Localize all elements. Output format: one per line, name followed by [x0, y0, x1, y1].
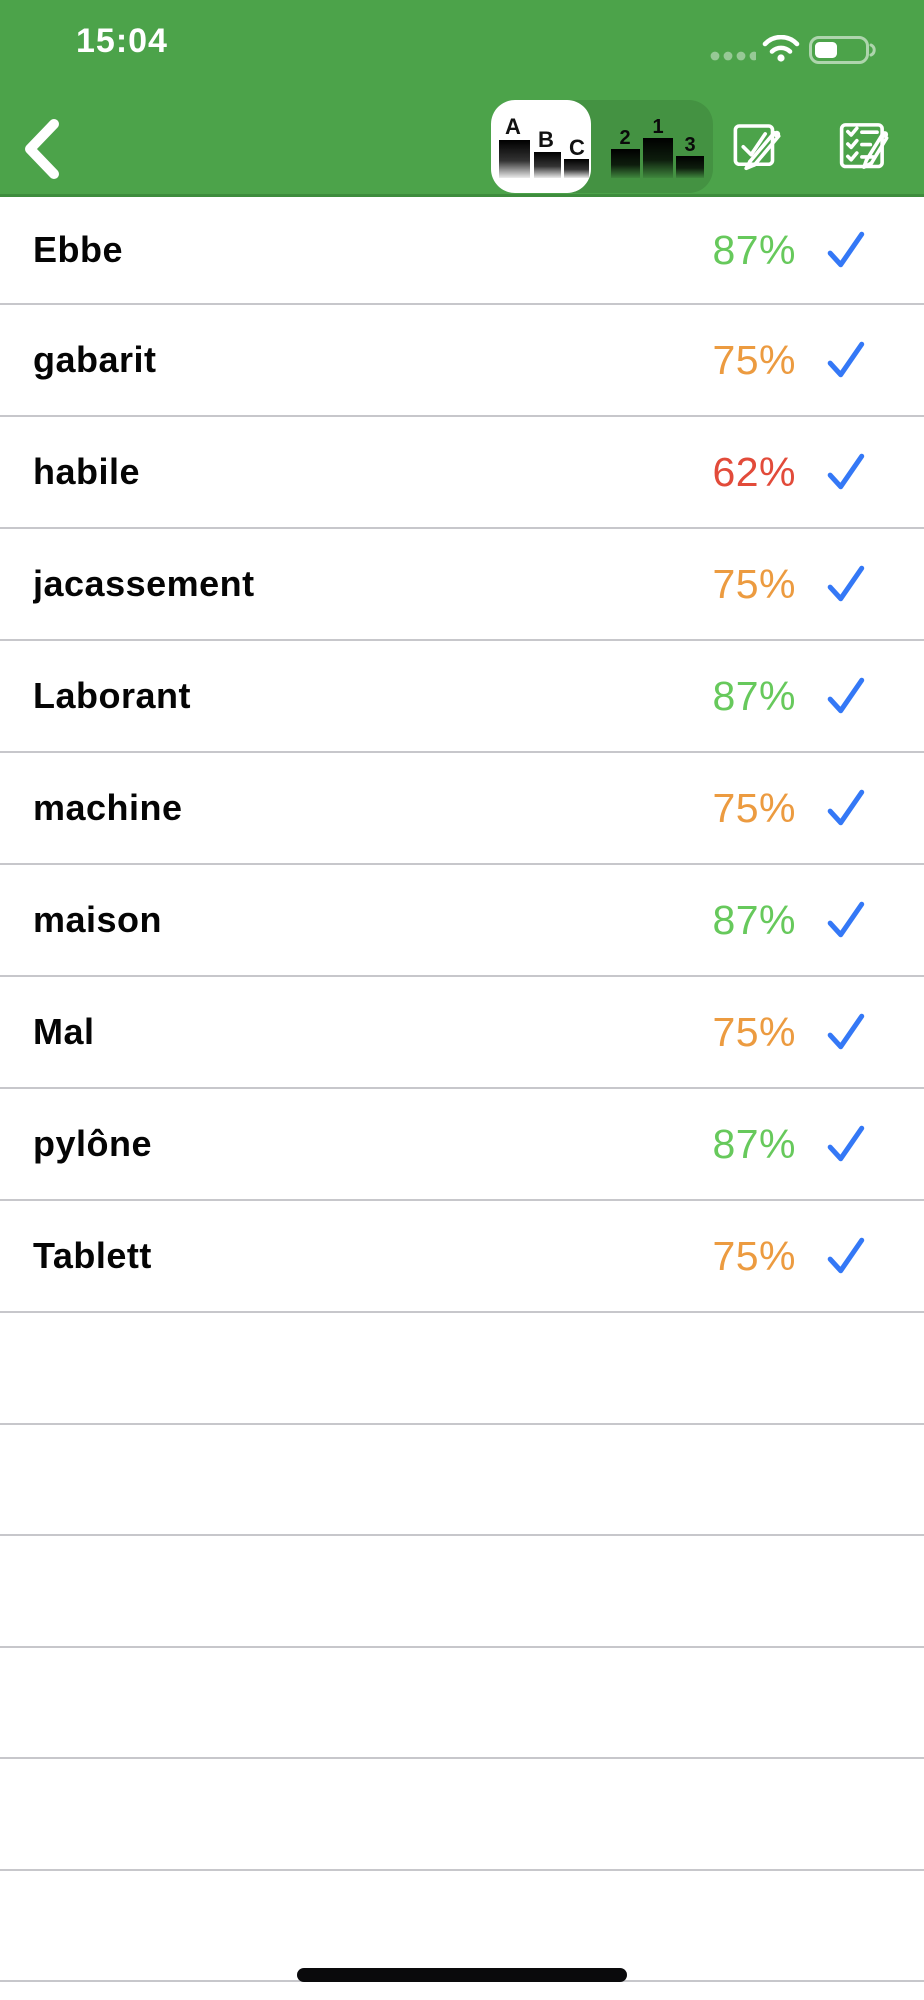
score-label: 87%: [712, 896, 796, 943]
wifi-icon: [762, 35, 800, 62]
score-label: 87%: [712, 672, 796, 719]
segment-sort-ranking[interactable]: [602, 100, 713, 193]
word-row[interactable]: Laborant 87%: [0, 641, 924, 753]
score-label: 75%: [712, 784, 796, 831]
word-row[interactable]: habile 62%: [0, 417, 924, 529]
square-check-pencil-icon: [733, 124, 781, 171]
score-label: 75%: [712, 560, 796, 607]
empty-row: [0, 1870, 924, 1982]
back-button[interactable]: [14, 110, 74, 182]
word-row[interactable]: maison 87%: [0, 865, 924, 977]
check-icon[interactable]: [826, 899, 868, 941]
word-row[interactable]: jacassement 75%: [0, 529, 924, 641]
empty-row: [0, 1536, 924, 1648]
check-icon[interactable]: [826, 451, 868, 493]
battery-icon: [809, 36, 876, 64]
score-label: 75%: [712, 1232, 796, 1279]
check-icon[interactable]: [826, 339, 868, 381]
word-row[interactable]: pylône 87%: [0, 1089, 924, 1201]
word-row[interactable]: Tablett 75%: [0, 1201, 924, 1313]
word-row[interactable]: gabarit 75%: [0, 305, 924, 417]
home-indicator[interactable]: [297, 1968, 627, 1982]
empty-row: [0, 1424, 924, 1536]
checklist-pencil-icon: [839, 123, 889, 169]
word-label: jacassement: [33, 563, 255, 604]
word-label: maison: [33, 899, 163, 940]
word-list: Ebbe 87% gabarit 75% habile 62% jacassem…: [0, 197, 924, 1982]
check-icon[interactable]: [826, 787, 868, 829]
word-label: pylône: [33, 1123, 153, 1164]
score-label: 75%: [712, 336, 796, 383]
check-icon[interactable]: [826, 1235, 868, 1277]
cellular-signal-icon: [710, 51, 756, 61]
word-label: Tablett: [33, 1235, 152, 1276]
empty-row: [0, 1759, 924, 1871]
chevron-left-icon: [25, 119, 59, 179]
word-label: gabarit: [33, 339, 157, 380]
word-label: habile: [33, 451, 141, 492]
segment-sort-alphabetical[interactable]: [491, 100, 602, 193]
edit-checklist-button[interactable]: [836, 117, 890, 171]
word-label: Mal: [33, 1011, 95, 1052]
check-icon[interactable]: [826, 229, 868, 271]
empty-row: [0, 1647, 924, 1759]
word-label: Ebbe: [33, 229, 124, 270]
check-icon[interactable]: [826, 675, 868, 717]
word-row[interactable]: machine 75%: [0, 753, 924, 865]
word-row[interactable]: Ebbe 87%: [0, 197, 924, 305]
check-icon[interactable]: [826, 563, 868, 605]
score-label: 87%: [712, 1120, 796, 1167]
score-label: 87%: [712, 226, 796, 273]
header: 15:04: [0, 0, 924, 197]
score-label: 75%: [712, 1008, 796, 1055]
check-icon[interactable]: [826, 1123, 868, 1165]
empty-row: [0, 1313, 924, 1425]
word-row[interactable]: Mal 75%: [0, 977, 924, 1089]
status-time: 15:04: [76, 22, 168, 60]
check-icon[interactable]: [826, 1011, 868, 1053]
score-label: 62%: [712, 448, 796, 495]
word-label: Laborant: [33, 675, 192, 716]
sort-segmented-control: A B C 2 1 3: [491, 100, 713, 193]
edit-check-button[interactable]: [732, 117, 786, 171]
word-label: machine: [33, 787, 183, 828]
